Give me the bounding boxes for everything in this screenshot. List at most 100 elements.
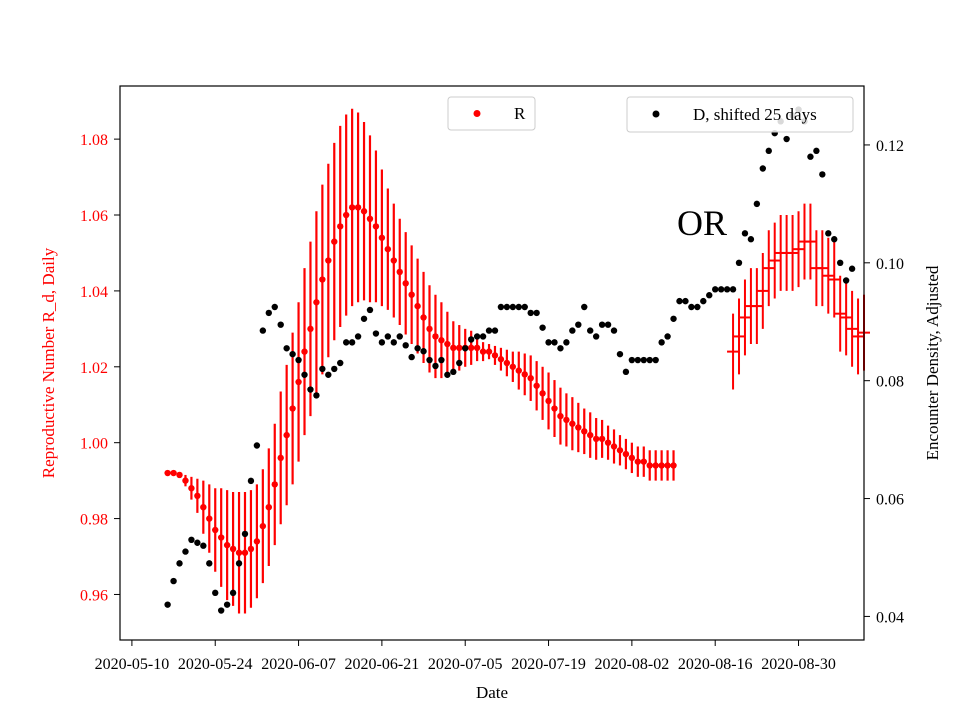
d-point: [503, 303, 511, 311]
d-point: [610, 327, 618, 334]
r-point: [491, 352, 499, 359]
d-point: [259, 327, 267, 334]
d-point: [628, 356, 636, 364]
d-point: [569, 327, 576, 334]
y-left-tick-label: 1.00: [80, 436, 108, 453]
r-point: [182, 477, 189, 484]
d-point: [515, 303, 522, 311]
r-point: [384, 245, 392, 253]
d-point: [563, 339, 570, 346]
r-point: [598, 435, 606, 443]
d-point: [325, 371, 332, 378]
d-point: [616, 350, 624, 358]
r-point: [545, 397, 552, 405]
r-point: [241, 549, 249, 556]
d-point: [836, 259, 844, 267]
d-point: [253, 442, 261, 449]
d-point: [194, 539, 201, 546]
legend-r-marker: [473, 110, 481, 117]
r-point: [670, 462, 677, 469]
d-point: [265, 309, 272, 317]
d-point: [759, 165, 767, 172]
d-point: [206, 560, 213, 567]
d-point: [765, 147, 772, 155]
d-point: [444, 371, 451, 378]
d-point: [384, 333, 392, 340]
r-point: [206, 515, 213, 522]
x-tick-label: 2020-08-02: [595, 656, 670, 673]
d-point: [372, 330, 380, 337]
r-point: [628, 454, 636, 462]
r-point: [450, 344, 457, 352]
d-point: [229, 589, 237, 597]
d-point: [729, 286, 737, 293]
r-point: [301, 348, 308, 355]
d-point: [307, 386, 314, 393]
d-point: [438, 356, 445, 364]
d-point: [360, 315, 368, 322]
x-axis-ticks: 2020-05-10 2020-05-24 2020-06-07 2020-06-21…: [95, 640, 836, 673]
d-point: [473, 333, 481, 340]
d-point: [581, 303, 588, 311]
r-point: [170, 469, 177, 477]
y-axis-right-ticks: 0.04 0.06 0.08 0.10 0.12: [864, 138, 904, 626]
r-point: [176, 471, 183, 479]
d-point: [587, 327, 594, 334]
d-point: [235, 560, 243, 567]
r-point: [509, 363, 517, 370]
d-point: [223, 601, 231, 608]
d-point: [354, 333, 362, 340]
d-point: [402, 342, 409, 349]
d-point: [408, 353, 415, 361]
d-point: [676, 297, 683, 305]
d-point: [604, 321, 612, 328]
r-point: [253, 538, 261, 545]
r-point: [372, 223, 380, 230]
d-point: [539, 324, 546, 331]
axes-frame: [119, 85, 865, 641]
y-axis-right-label: Encounter Density, Adjusted: [923, 265, 942, 460]
y-axis-left-ticks: 0.96 0.98 1.00 1.02 1.04 1.06 1.08: [80, 132, 120, 604]
d-point: [533, 309, 540, 317]
d-point: [712, 286, 719, 293]
r-point: [212, 526, 219, 534]
d-point: [509, 303, 517, 311]
r-point: [348, 204, 356, 211]
r-point: [378, 234, 386, 241]
r-point: [313, 299, 320, 306]
d-point: [271, 303, 278, 311]
d-point: [521, 303, 528, 311]
d-point: [664, 333, 671, 340]
r-point: [408, 291, 415, 298]
r-point: [217, 534, 225, 541]
r-point: [342, 211, 350, 219]
r-point: [426, 325, 433, 333]
r-point: [307, 325, 314, 333]
x-tick-label: 2020-07-19: [511, 656, 586, 673]
d-point: [277, 321, 284, 328]
x-tick-label: 2020-05-10: [95, 656, 170, 673]
x-axis-label: Date: [476, 683, 508, 702]
r-point: [551, 405, 558, 412]
d-point: [491, 327, 499, 334]
d-point: [390, 339, 397, 346]
d-point: [378, 339, 386, 346]
x-tick-label: 2020-07-05: [428, 656, 503, 673]
d-point: [241, 530, 249, 538]
r-point: [658, 462, 665, 469]
r-point: [592, 435, 600, 443]
r-point: [563, 416, 570, 424]
r-point: [319, 276, 326, 283]
d-point: [551, 339, 558, 346]
x-tick-label: 2020-05-24: [178, 656, 253, 673]
r-point: [295, 378, 302, 386]
legend-r-label: R: [514, 104, 526, 123]
d-point: [247, 477, 255, 485]
d-point: [819, 171, 826, 178]
d-point: [646, 356, 653, 364]
r-point: [414, 302, 421, 310]
r-point: [610, 443, 618, 450]
r-point: [235, 549, 243, 556]
r-point: [354, 204, 362, 211]
